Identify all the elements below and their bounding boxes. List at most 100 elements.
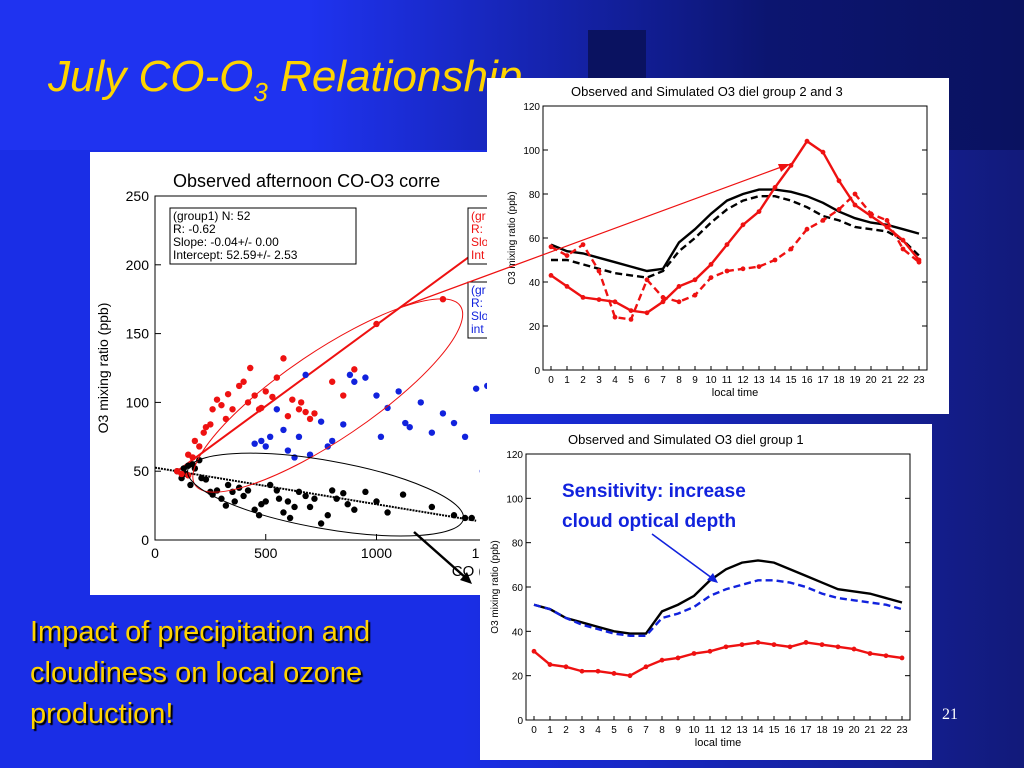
series-point bbox=[835, 644, 841, 650]
y-tick-label: 150 bbox=[126, 326, 150, 342]
blue-legend-line: Slo bbox=[471, 309, 489, 323]
sensitivity-arrowhead bbox=[707, 573, 718, 583]
scatter-point-group3 bbox=[306, 451, 314, 458]
x-tick-label: 15 bbox=[768, 725, 780, 736]
x-tick-label: 22 bbox=[880, 725, 892, 736]
scatter-point-group3 bbox=[284, 447, 292, 454]
series-point bbox=[900, 246, 906, 252]
series-point bbox=[580, 295, 586, 300]
x-tick-label: 7 bbox=[660, 375, 666, 386]
series-point bbox=[596, 268, 602, 274]
series-point bbox=[884, 224, 890, 230]
y-tick-label: 100 bbox=[523, 146, 540, 157]
scatter-point-group1 bbox=[344, 501, 351, 508]
scatter-point-group2 bbox=[340, 392, 347, 399]
series-point bbox=[756, 209, 762, 215]
diel-group1-panel: Observed and Simulated O3 diel group 1 0 2… bbox=[480, 424, 932, 760]
red-legend-line: (gr bbox=[471, 209, 486, 223]
scatter-point-group1 bbox=[235, 484, 243, 491]
scatter-point-group3 bbox=[251, 440, 258, 447]
x-tick-label: 8 bbox=[676, 375, 682, 386]
series-point bbox=[788, 246, 794, 252]
x-tick-label: 14 bbox=[752, 725, 764, 736]
y-tick-label: 200 bbox=[126, 257, 150, 273]
scatter-point-group3 bbox=[346, 371, 354, 379]
series-point bbox=[771, 642, 777, 648]
scatter-point-group3 bbox=[302, 371, 309, 379]
series-point bbox=[852, 202, 858, 208]
diel-group23-chart: Observed and Simulated O3 diel group 2 a… bbox=[507, 84, 928, 399]
series-point bbox=[867, 651, 873, 656]
x-tick-label: 23 bbox=[913, 375, 925, 386]
series-point bbox=[660, 299, 666, 305]
x-tick-label: 11 bbox=[722, 375, 733, 386]
scatter-point-group2 bbox=[224, 390, 232, 398]
x-tick-label: 19 bbox=[849, 375, 861, 386]
series-line-red-solid bbox=[533, 641, 903, 677]
scatter-point-group1 bbox=[291, 503, 298, 511]
series-point bbox=[628, 317, 634, 322]
scatter-point-group2 bbox=[244, 399, 252, 406]
plot-frame bbox=[542, 105, 928, 371]
x-tick-label: 3 bbox=[579, 725, 585, 736]
scatter-point-group1 bbox=[428, 503, 436, 511]
scatter-point-group3 bbox=[324, 443, 331, 450]
x-tick-label: 5 bbox=[611, 725, 617, 736]
x-tick-label: 20 bbox=[865, 375, 877, 386]
chart-title: Observed and Simulated O3 diel group 1 bbox=[568, 432, 804, 447]
series-point bbox=[836, 178, 842, 184]
series-point bbox=[676, 299, 682, 305]
scatter-point-group1 bbox=[187, 481, 194, 489]
series-point bbox=[564, 253, 570, 258]
chart-title: Observed and Simulated O3 diel group 2 a… bbox=[571, 84, 843, 99]
series-point bbox=[628, 308, 634, 313]
series-point bbox=[563, 664, 569, 670]
stats-line: Intercept: 52.59+/- 2.53 bbox=[173, 248, 298, 262]
scatter-point-group2 bbox=[178, 470, 185, 478]
series-point bbox=[804, 226, 810, 232]
series-point bbox=[724, 242, 730, 248]
scatter-point-group2 bbox=[189, 454, 196, 461]
x-tick-label: 15 bbox=[785, 375, 797, 386]
series-point bbox=[611, 671, 617, 676]
series-point bbox=[740, 266, 746, 272]
series-point bbox=[852, 191, 858, 197]
y-tick-label: 40 bbox=[529, 278, 541, 289]
series-point bbox=[531, 648, 537, 654]
scatter-point-group3 bbox=[262, 443, 269, 450]
plot-frame bbox=[154, 195, 490, 541]
scatter-point-group1 bbox=[280, 509, 287, 516]
scatter-point-group3 bbox=[295, 433, 303, 440]
x-tick-label: 9 bbox=[692, 375, 698, 386]
scatter-point-group2 bbox=[202, 423, 210, 431]
x-tick-label: 4 bbox=[595, 725, 601, 736]
x-tick-label: 19 bbox=[832, 725, 844, 736]
series-point bbox=[548, 244, 554, 250]
sensitivity-arrow bbox=[651, 533, 717, 582]
scatter-point-group1 bbox=[306, 503, 314, 511]
scatter-point-group3 bbox=[395, 388, 402, 395]
scatter-point-group1 bbox=[324, 512, 331, 519]
scatter-point-group3 bbox=[461, 433, 469, 440]
series-point bbox=[724, 268, 730, 274]
y-tick-label: 40 bbox=[512, 627, 524, 638]
scatter-point-group2 bbox=[302, 408, 309, 416]
series-point bbox=[547, 662, 553, 667]
series-point bbox=[772, 185, 778, 190]
x-tick-label: 21 bbox=[864, 725, 876, 736]
series-point bbox=[836, 207, 842, 212]
impact-statement: Impact of precipitation and cloudiness o… bbox=[30, 616, 371, 730]
chart-title: Observed afternoon CO-O3 corre bbox=[173, 171, 440, 191]
scatter-point-group3 bbox=[417, 399, 424, 406]
x-tick-label: 1 bbox=[547, 725, 553, 736]
series-point bbox=[675, 655, 681, 661]
series-point bbox=[772, 257, 778, 263]
scatter-point-group1 bbox=[317, 520, 325, 527]
y-tick-label: 20 bbox=[512, 672, 524, 683]
scatter-point-group2 bbox=[306, 415, 314, 423]
series-point bbox=[739, 642, 745, 648]
scatter-point-group2 bbox=[289, 396, 296, 403]
scatter-point-group2 bbox=[284, 412, 292, 420]
scatter-point-group1 bbox=[202, 476, 210, 483]
y-tick-label: 120 bbox=[506, 450, 523, 461]
